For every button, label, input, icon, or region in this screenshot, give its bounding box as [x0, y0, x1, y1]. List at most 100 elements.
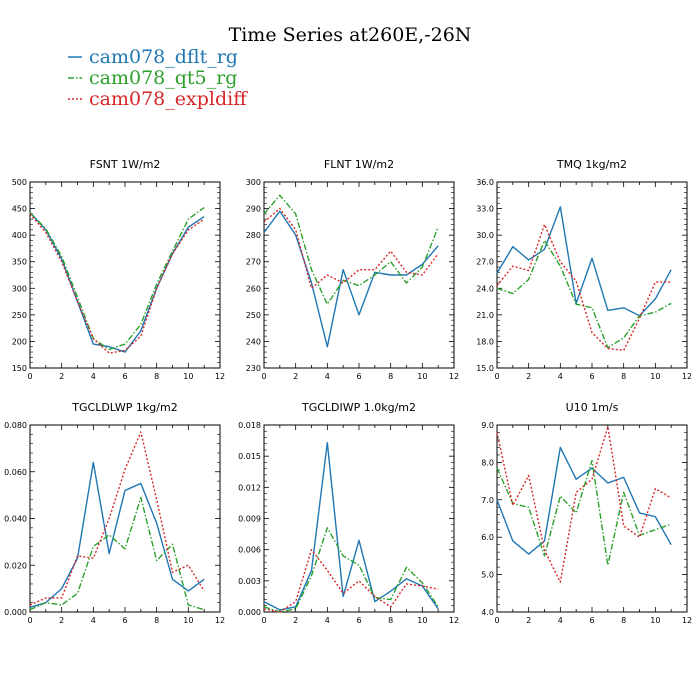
- y-tick-label-1-3: 260: [246, 284, 261, 293]
- series-line-2-0: [496, 206, 672, 317]
- x-tick-label-1-5: 10: [417, 372, 427, 381]
- series-line-3-0: [29, 461, 205, 609]
- x-tick-label-3-1: 2: [59, 616, 64, 625]
- series-line-0-0: [29, 211, 205, 353]
- plot-frame-2: [496, 181, 688, 369]
- x-tick-label-1-2: 4: [325, 372, 330, 381]
- x-tick-label-4-6: 12: [449, 616, 459, 625]
- x-tick-label-4-1: 2: [293, 616, 298, 625]
- x-tick-label-3-0: 0: [27, 616, 32, 625]
- x-tick-label-1-6: 12: [449, 372, 459, 381]
- y-tick-label-2-4: 27.0: [476, 258, 494, 267]
- y-tick-label-0-4: 350: [12, 258, 27, 267]
- x-tick-label-2-1: 2: [526, 372, 531, 381]
- x-tick-label-0-6: 12: [215, 372, 225, 381]
- series-line-4-0: [263, 441, 439, 611]
- series-line-5-2: [496, 426, 672, 583]
- x-tick-label-4-0: 0: [261, 616, 266, 625]
- legend-label-2: cam078_expldiff: [89, 88, 248, 110]
- panel-0: FSNT 1W/m2 0 2 4 6 8 10 12 150 200 250 300 350 400 450…: [12, 158, 225, 381]
- series-line-2-2: [496, 223, 672, 351]
- panel-title-3: TGCLDLWP 1kg/m2: [71, 401, 177, 414]
- x-tick-label-0-1: 2: [59, 372, 64, 381]
- y-tick-label-3-2: 0.040: [4, 515, 27, 524]
- y-tick-label-0-3: 300: [12, 284, 27, 293]
- x-tick-label-0-5: 10: [183, 372, 193, 381]
- x-tick-label-4-5: 10: [417, 616, 427, 625]
- panel-3: TGCLDLWP 1kg/m2 0 2 4 6 8 10 12 0.000 0.020 0.040 0…: [4, 401, 225, 625]
- panel-title-2: TMQ 1kg/m2: [556, 158, 627, 171]
- x-tick-label-5-4: 8: [621, 616, 626, 625]
- panel-4: TGCLDIWP 1.0kg/m2 0 2 4 6 8 10 12 0.000 0.003 0.00…: [238, 401, 459, 625]
- y-tick-label-1-5: 280: [246, 231, 261, 240]
- x-tick-label-3-3: 6: [122, 616, 127, 625]
- figure-title: Time Series at260E,-26N: [229, 24, 472, 46]
- x-tick-label-3-5: 10: [183, 616, 193, 625]
- y-tick-label-5-2: 6.0: [481, 533, 494, 542]
- y-tick-label-5-5: 9.0: [481, 421, 494, 430]
- series-line-1-0: [263, 210, 439, 348]
- series-line-1-2: [263, 207, 439, 289]
- panel-title-0: FSNT 1W/m2: [90, 158, 161, 171]
- x-tick-label-5-0: 0: [494, 616, 499, 625]
- y-tick-label-1-4: 270: [246, 258, 261, 267]
- y-tick-label-4-2: 0.006: [238, 546, 261, 555]
- x-tick-label-1-0: 0: [261, 372, 266, 381]
- x-tick-label-4-4: 8: [388, 616, 393, 625]
- x-tick-label-5-3: 6: [589, 616, 594, 625]
- x-tick-label-3-4: 8: [154, 616, 159, 625]
- y-tick-label-1-7: 300: [246, 178, 261, 187]
- y-tick-label-2-5: 30.0: [476, 231, 494, 240]
- y-tick-label-5-1: 5.0: [481, 571, 494, 580]
- y-tick-label-2-2: 21.0: [476, 311, 494, 320]
- plot-frame-3: [29, 424, 221, 613]
- panel-title-5: U10 1m/s: [566, 401, 619, 414]
- y-tick-label-0-6: 450: [12, 205, 27, 214]
- y-tick-label-0-2: 250: [12, 311, 27, 320]
- y-tick-label-3-0: 0.000: [4, 608, 27, 617]
- plot-frame-4: [263, 424, 455, 613]
- y-tick-label-4-6: 0.018: [238, 421, 261, 430]
- x-tick-label-5-6: 12: [682, 616, 692, 625]
- y-tick-label-5-0: 4.0: [481, 608, 494, 617]
- y-tick-label-4-5: 0.015: [238, 452, 261, 461]
- series-line-0-1: [29, 206, 205, 351]
- x-tick-label-2-5: 10: [650, 372, 660, 381]
- x-tick-label-1-1: 2: [293, 372, 298, 381]
- y-tick-label-2-0: 15.0: [476, 364, 494, 373]
- panel-2: TMQ 1kg/m2 0 2 4 6 8 10 12 15.0 18.0 21.0 24.0 27.0 3…: [476, 158, 692, 381]
- x-tick-label-2-2: 4: [558, 372, 563, 381]
- y-tick-label-0-0: 150: [12, 364, 27, 373]
- y-tick-label-1-6: 290: [246, 205, 261, 214]
- y-tick-label-5-3: 7.0: [481, 496, 494, 505]
- y-tick-label-2-3: 24.0: [476, 284, 494, 293]
- x-tick-label-2-4: 8: [621, 372, 626, 381]
- y-tick-label-4-3: 0.009: [238, 515, 261, 524]
- x-tick-label-0-4: 8: [154, 372, 159, 381]
- series-line-0-2: [29, 213, 205, 354]
- x-tick-label-4-2: 4: [325, 616, 330, 625]
- legend-label-1: cam078_qt5_rg: [89, 67, 237, 89]
- y-tick-label-1-2: 250: [246, 311, 261, 320]
- y-tick-label-2-1: 18.0: [476, 337, 494, 346]
- x-tick-label-4-3: 6: [356, 616, 361, 625]
- y-tick-label-4-1: 0.003: [238, 577, 261, 586]
- plot-frame-5: [496, 424, 688, 613]
- y-tick-label-1-0: 230: [246, 364, 261, 373]
- y-tick-label-4-4: 0.012: [238, 483, 261, 492]
- y-tick-label-5-4: 8.0: [481, 458, 494, 467]
- series-line-5-0: [496, 446, 672, 555]
- x-tick-label-0-2: 4: [91, 372, 96, 381]
- x-tick-label-0-0: 0: [27, 372, 32, 381]
- x-tick-label-2-6: 12: [682, 372, 692, 381]
- legend: cam078_dflt_rg cam078_qt5_rg cam078_expl…: [68, 46, 248, 110]
- x-tick-label-1-4: 8: [388, 372, 393, 381]
- y-tick-label-4-0: 0.000: [238, 608, 261, 617]
- series-line-4-2: [263, 548, 439, 613]
- panel-title-1: FLNT 1W/m2: [324, 158, 394, 171]
- panel-5: U10 1m/s 0 2 4 6 8 10 12 4.0 5.0 6.0 7.0 8.0 9.0: [481, 401, 692, 625]
- panels-grid: FSNT 1W/m2 0 2 4 6 8 10 12 150 2 0 0 250 300 350 4 0 0 450…: [4, 158, 692, 625]
- series-line-4-1: [263, 527, 439, 613]
- x-tick-label-2-3: 6: [589, 372, 594, 381]
- panel-1: FLNT 1W/m2 0 2 4 6 8 10 12 230 240 250 260 270 280 290…: [246, 158, 459, 381]
